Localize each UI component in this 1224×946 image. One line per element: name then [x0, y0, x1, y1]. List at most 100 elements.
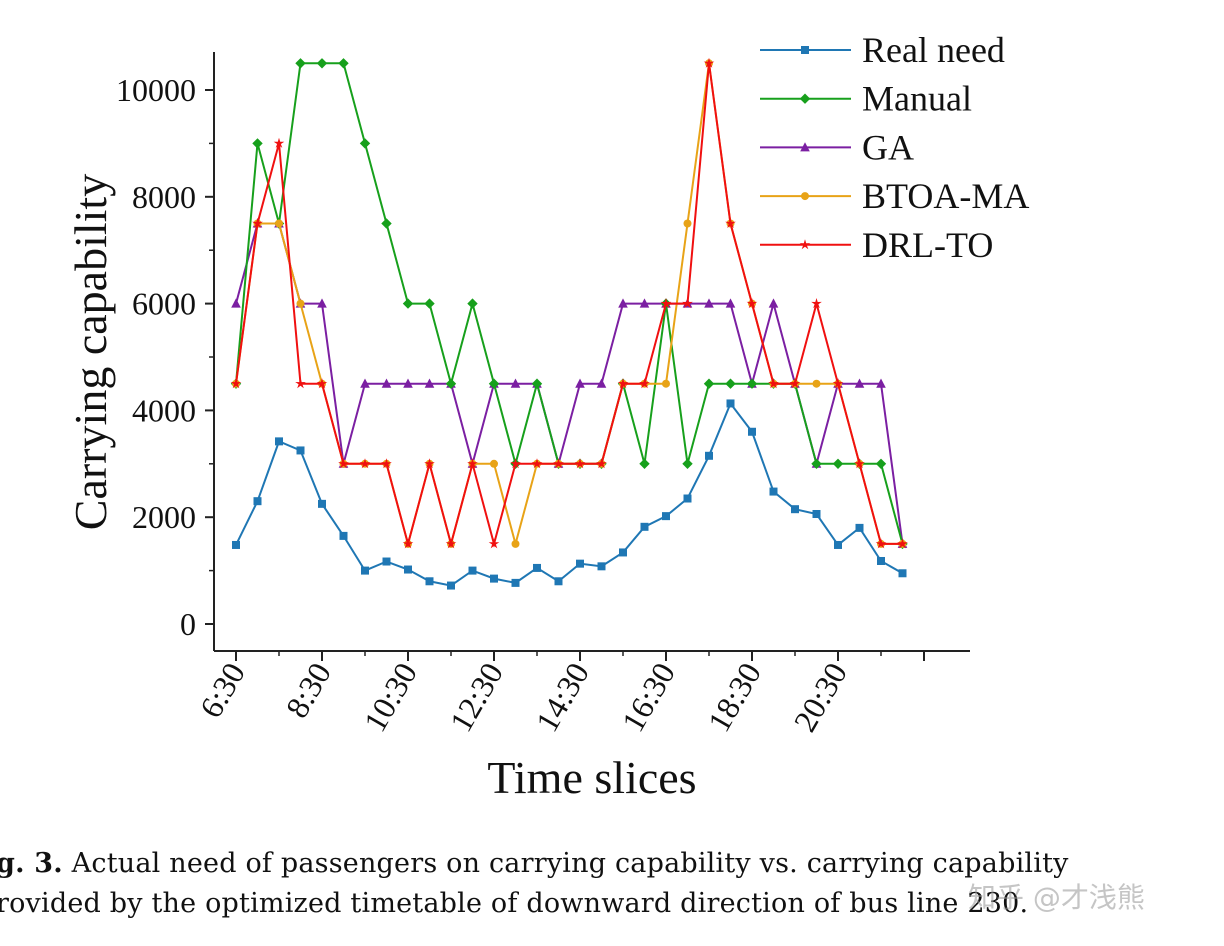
series-layer	[230, 57, 908, 590]
data-point-ga	[704, 298, 714, 308]
data-point-real-need	[748, 427, 756, 436]
data-point-manual	[316, 58, 328, 69]
data-point-manual	[746, 378, 758, 389]
data-point-real-need	[877, 556, 885, 565]
data-point-real-need	[683, 494, 692, 503]
data-point-drl-to	[295, 378, 306, 389]
legend-marker	[801, 46, 809, 54]
data-point-ga	[231, 298, 241, 308]
y-tick-label: 4000	[132, 392, 196, 428]
y-tick-label: 8000	[132, 179, 196, 215]
data-point-drl-to	[617, 378, 629, 389]
data-point-ga	[639, 298, 650, 308]
data-point-manual	[832, 458, 844, 469]
data-point-real-need	[490, 574, 498, 583]
x-axis-title: Time slices	[487, 752, 696, 803]
data-point-manual	[531, 378, 543, 389]
data-point-drl-to	[854, 458, 865, 469]
legend-item-real-need: Real need	[760, 30, 1005, 70]
data-point-drl-to	[639, 378, 650, 389]
data-point-btoa-ma	[511, 539, 520, 548]
data-point-real-need	[705, 451, 713, 460]
data-point-real-need	[232, 540, 240, 549]
data-point-real-need	[447, 581, 455, 590]
legend-marker	[800, 142, 810, 152]
data-point-ga	[424, 378, 435, 388]
data-point-drl-to	[553, 458, 564, 469]
data-point-real-need	[662, 512, 670, 521]
data-point-manual	[875, 458, 887, 469]
data-point-ga	[854, 378, 865, 388]
data-point-real-need	[404, 565, 412, 574]
data-point-drl-to	[402, 538, 414, 549]
y-tick-label: 2000	[132, 499, 196, 535]
data-point-manual	[811, 458, 822, 469]
data-point-drl-to	[897, 538, 908, 549]
data-point-real-need	[640, 522, 649, 531]
data-point-real-need	[511, 578, 520, 587]
data-point-drl-to	[531, 458, 543, 469]
data-point-drl-to	[252, 217, 263, 228]
legend: Real need Manual GA BTOA-MA DRL-TO	[760, 30, 1029, 265]
legend-marker	[799, 93, 811, 104]
data-point-manual	[424, 298, 435, 309]
x-tick-label: 6:30	[192, 657, 252, 724]
data-point-real-need	[855, 523, 864, 532]
data-point-ga	[510, 378, 521, 388]
data-point-drl-to	[811, 298, 822, 309]
data-point-drl-to	[703, 57, 715, 68]
data-point-real-need	[619, 548, 627, 557]
data-point-drl-to	[832, 378, 844, 389]
data-point-manual	[703, 378, 715, 389]
data-point-drl-to	[424, 458, 435, 469]
data-point-real-need	[361, 566, 369, 575]
data-point-manual	[682, 458, 693, 469]
legend-item-ga: GA	[760, 127, 914, 167]
data-point-real-need	[791, 505, 799, 514]
legend-label: Manual	[862, 79, 972, 119]
data-point-drl-to	[381, 458, 392, 469]
series-manual	[230, 58, 908, 550]
data-point-real-need	[834, 540, 842, 549]
data-point-real-need	[769, 487, 778, 496]
y-tick-label: 10000	[116, 72, 196, 108]
figure-label: g. 3.	[0, 848, 63, 879]
legend-label: BTOA-MA	[862, 176, 1029, 216]
data-point-drl-to	[488, 538, 500, 549]
data-point-real-need	[726, 399, 735, 408]
legend-label: DRL-TO	[862, 225, 993, 265]
data-point-ga	[360, 378, 370, 388]
data-point-manual	[488, 378, 500, 389]
x-tick-label: 20:30	[786, 657, 854, 738]
data-point-btoa-ma	[683, 219, 692, 228]
data-point-drl-to	[789, 378, 801, 389]
data-point-drl-to	[682, 298, 693, 309]
series-line-real-need	[235, 401, 903, 587]
watermark: 知乎 @才浅熊	[968, 881, 1145, 914]
data-point-ga	[725, 298, 736, 308]
legend-item-drl-to: DRL-TO	[760, 225, 993, 265]
data-point-ga	[317, 298, 327, 308]
data-point-real-need	[898, 569, 907, 578]
data-point-ga	[876, 378, 886, 388]
x-tick-label: 12:30	[442, 657, 510, 738]
data-point-drl-to	[467, 458, 478, 469]
data-point-manual	[338, 58, 349, 69]
legend-item-manual: Manual	[760, 79, 972, 119]
y-axis-title: Carrying capability	[65, 174, 116, 530]
data-point-manual	[467, 298, 478, 309]
data-point-drl-to	[445, 538, 457, 549]
data-point-drl-to	[875, 538, 887, 549]
data-point-btoa-ma	[490, 459, 498, 468]
x-tick-label: 10:30	[356, 657, 424, 738]
data-point-btoa-ma	[296, 299, 305, 308]
data-point-ga	[575, 378, 585, 388]
legend-label: GA	[862, 127, 914, 167]
data-point-real-need	[425, 577, 434, 586]
data-point-drl-to	[768, 378, 779, 389]
data-point-manual	[639, 458, 650, 469]
data-point-real-need	[576, 559, 584, 568]
series-real-need	[232, 399, 907, 590]
data-point-manual	[295, 58, 306, 69]
